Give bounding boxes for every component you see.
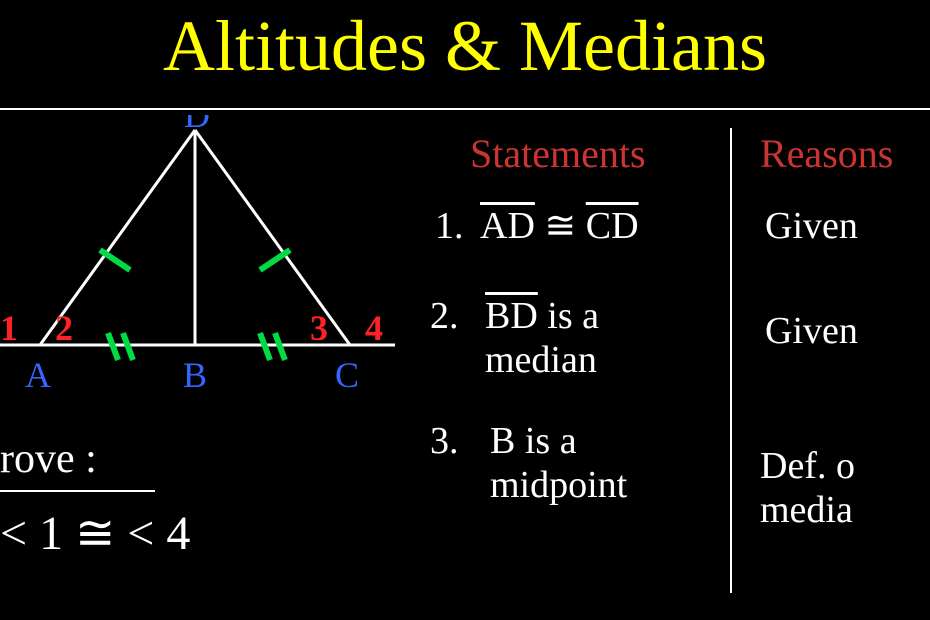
row1-num: 1.: [435, 205, 464, 249]
angle-4: 4: [365, 308, 383, 348]
angle-1: 1: [0, 308, 18, 348]
row2-statement: BD is amedian: [485, 295, 599, 382]
prove-label: rove :: [0, 435, 97, 483]
row1-statement: AD ≅ CD: [480, 205, 639, 249]
row1-reason: Given: [765, 205, 858, 249]
row3-reason: Def. omedia: [760, 445, 855, 532]
triangle-svg: D A B C 1 2 3 4: [0, 115, 430, 395]
prove-underline: [0, 490, 155, 492]
row3-num: 3.: [430, 420, 459, 464]
label-D: D: [184, 115, 210, 135]
triangle-diagram: D A B C 1 2 3 4: [0, 115, 430, 395]
page-title: Altitudes & Medians: [0, 5, 930, 88]
label-C: C: [335, 355, 359, 395]
angle-2: 2: [55, 308, 73, 348]
row2-num: 2.: [430, 295, 459, 339]
statements-header: Statements: [470, 130, 646, 177]
angle-3: 3: [310, 308, 328, 348]
reasons-header: Reasons: [760, 130, 893, 177]
title-underline: [0, 108, 930, 110]
row2-reason: Given: [765, 310, 858, 354]
label-B: B: [183, 355, 207, 395]
prove-expression: < 1 ≅ < 4: [0, 505, 190, 561]
proof-divider: [730, 128, 732, 593]
row3-statement: B is amidpoint: [490, 420, 627, 507]
label-A: A: [25, 355, 51, 395]
